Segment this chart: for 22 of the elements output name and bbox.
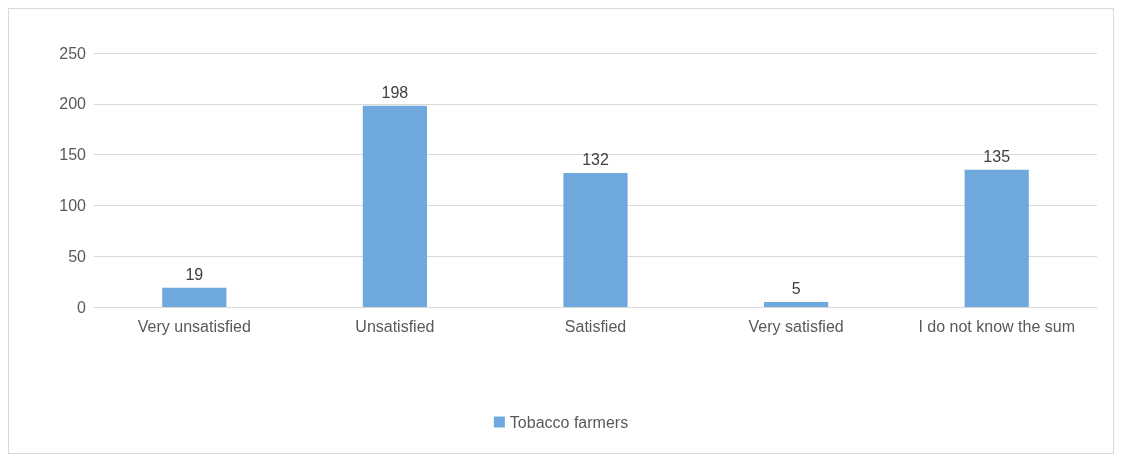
x-tick-label: Unsatisfied xyxy=(355,317,435,335)
x-tick-label: Very unsatisfied xyxy=(137,317,251,335)
x-tick-label: Satisfied xyxy=(564,317,627,335)
data-label: 5 xyxy=(791,280,801,298)
data-label: 135 xyxy=(983,148,1011,166)
y-tick-label: 0 xyxy=(77,298,87,316)
y-tick-label: 200 xyxy=(59,95,87,113)
data-label: 132 xyxy=(582,151,609,169)
x-tick-label: I do not know the sum xyxy=(918,317,1075,335)
y-tick-label: 100 xyxy=(59,196,87,214)
bar xyxy=(362,105,427,307)
bar xyxy=(563,172,628,307)
bar xyxy=(162,287,227,307)
y-tick-label: 150 xyxy=(59,146,87,164)
legend-label: Tobacco farmers xyxy=(509,413,629,431)
y-tick-label: 250 xyxy=(59,44,87,62)
data-label: 19 xyxy=(185,266,204,284)
bar xyxy=(964,169,1029,307)
bar xyxy=(764,301,829,307)
x-tick-label: Very satisfied xyxy=(748,317,844,335)
y-tick-label: 50 xyxy=(68,247,87,265)
data-label: 198 xyxy=(381,84,409,102)
